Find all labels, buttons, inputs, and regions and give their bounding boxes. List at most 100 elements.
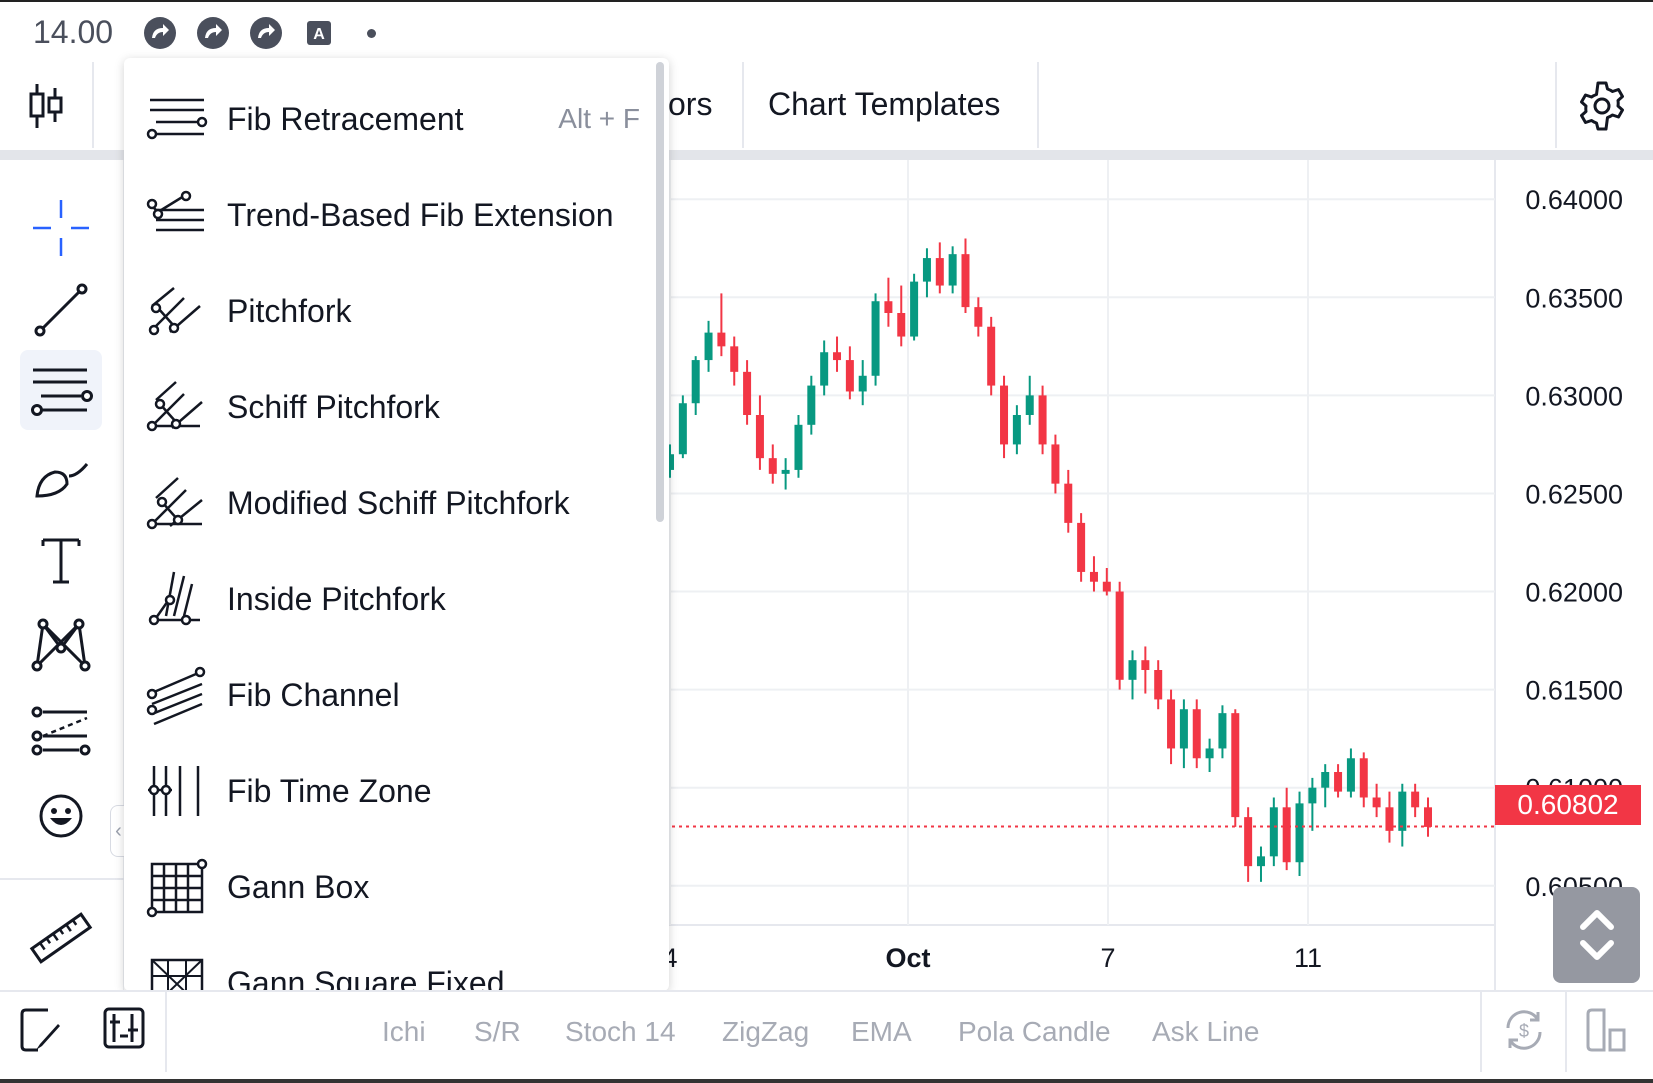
candle-body (1231, 713, 1240, 818)
candle-body (1128, 660, 1137, 680)
candle-body (717, 332, 726, 347)
candle-body (922, 258, 931, 282)
indicator-chip[interactable]: Ichi (382, 1016, 426, 1047)
candle-body (678, 403, 687, 455)
gann-box-icon (146, 858, 208, 918)
tool-trend-line[interactable] (20, 270, 102, 350)
layout-icon[interactable] (1584, 1006, 1628, 1054)
menu-item-trend-fib-extension[interactable]: Trend-Based Fib Extension (124, 167, 654, 263)
tool-emoji[interactable] (20, 776, 102, 856)
menu-item-fib-retracement[interactable]: Fib Retracement Alt + F (124, 71, 654, 167)
menu-item-gann-square-fixed[interactable]: Gann Square Fixed (124, 935, 654, 991)
candle-body (1077, 522, 1086, 572)
indicator-chip[interactable]: ZigZag (722, 1016, 810, 1047)
trend-line-icon (34, 283, 88, 337)
last-price-label: 0.60802 (1495, 785, 1641, 825)
candle-body (833, 352, 842, 361)
candle-body (1359, 758, 1368, 798)
candlestick-icon[interactable] (28, 82, 64, 130)
tool-brush[interactable] (20, 436, 102, 516)
candle-body (871, 301, 880, 376)
modified-schiff-pitchfork-icon (146, 477, 203, 530)
menu-item-label: Fib Time Zone (227, 772, 432, 809)
indicator-chip[interactable]: Pola Candle (958, 1016, 1111, 1047)
menu-item-inside-pitchfork[interactable]: Inside Pitchfork (124, 551, 654, 647)
fib-retracement-icon (146, 98, 208, 140)
candle-body (666, 454, 674, 470)
candle-body (1295, 803, 1304, 863)
inside-pitchfork-icon (148, 571, 200, 626)
toolbar-divider (1037, 62, 1039, 148)
tab-indicators[interactable]: ors (668, 86, 713, 122)
candle-body (1089, 571, 1098, 582)
indicator-chip[interactable]: EMA (851, 1016, 912, 1047)
menu-item-schiff-pitchfork[interactable]: Schiff Pitchfork (124, 359, 654, 455)
candle-body (1038, 395, 1047, 445)
scale-toggle-button[interactable] (1553, 887, 1640, 983)
tab-chart-templates[interactable]: Chart Templates (768, 86, 1001, 122)
emoji-icon (39, 794, 83, 838)
candle-body (1154, 670, 1163, 700)
bottom-bar: Ichi S/R Stoch 14 ZigZag EMA Pola Candle… (0, 990, 1653, 1083)
drawing-tools-panel (0, 160, 124, 990)
candle-body (1269, 807, 1278, 857)
tool-ruler[interactable] (20, 898, 102, 978)
candle-body (1025, 395, 1034, 415)
toolbar-divider (742, 62, 744, 148)
tool-text[interactable] (20, 520, 102, 600)
status-bar: 14.00 A (0, 0, 1653, 62)
pitchfork-icon (148, 287, 201, 336)
menu-item-shortcut: Alt + F (558, 103, 640, 134)
indicator-chip[interactable]: S/R (474, 1016, 521, 1047)
tool-pattern[interactable] (20, 604, 102, 684)
candle-body (1205, 748, 1214, 759)
candle-body (1012, 415, 1021, 445)
candle-body (1064, 483, 1073, 523)
toolbar-separator (0, 150, 1653, 160)
candle-body (910, 281, 919, 337)
candle-body (704, 332, 713, 361)
tool-prediction[interactable] (20, 690, 102, 770)
chart-settings-icon[interactable] (102, 1006, 146, 1050)
menu-item-modified-schiff-pitchfork[interactable]: Modified Schiff Pitchfork (124, 455, 654, 551)
candle-body (1192, 709, 1201, 759)
menu-item-pitchfork[interactable]: Pitchfork (124, 263, 654, 359)
menu-item-fib-time-zone[interactable]: Fib Time Zone (124, 743, 654, 839)
candle-body (1282, 807, 1291, 863)
candle-body (1411, 791, 1420, 808)
gear-icon[interactable] (1576, 80, 1628, 132)
gann-square-fixed-icon (150, 958, 204, 991)
indicator-chip[interactable]: Stoch 14 (565, 1016, 676, 1047)
toolbar-divider (92, 62, 94, 148)
ruler-icon (29, 912, 93, 964)
menu-item-label: Gann Square Fixed (227, 964, 505, 992)
draw-tools-icon[interactable] (18, 1006, 62, 1054)
indicator-chip[interactable]: Ask Line (1152, 1016, 1260, 1047)
candle-body (1102, 581, 1111, 592)
y-tick-label: 0.63500 (1525, 283, 1623, 313)
sync-icon[interactable]: $ (1500, 1006, 1548, 1054)
status-price: 14.00 (33, 14, 114, 50)
menu-item-label: Gann Box (227, 868, 370, 905)
candle-body (884, 301, 893, 313)
menu-scrollbar[interactable] (656, 62, 664, 522)
prediction-icon (31, 706, 91, 756)
candle-body (1167, 699, 1176, 749)
candle-body (858, 375, 867, 392)
tool-fib[interactable] (20, 350, 102, 430)
tool-crosshair[interactable] (20, 188, 102, 268)
refresh-b-icon (197, 17, 229, 49)
candle-body (768, 458, 777, 474)
candle-body (1051, 444, 1060, 484)
collapse-panel-button[interactable]: ‹ (110, 805, 126, 857)
candle-body (794, 424, 803, 470)
x-tick-label: 7 (1100, 943, 1115, 973)
x-tick-label: Oct (885, 943, 930, 973)
text-a-icon: A (307, 21, 331, 45)
candle-body (1321, 772, 1330, 788)
menu-item-gann-box[interactable]: Gann Box (124, 839, 654, 935)
bottom-divider (165, 992, 167, 1072)
svg-text:A: A (313, 26, 325, 43)
candle-body (1398, 791, 1407, 831)
menu-item-fib-channel[interactable]: Fib Channel (124, 647, 654, 743)
